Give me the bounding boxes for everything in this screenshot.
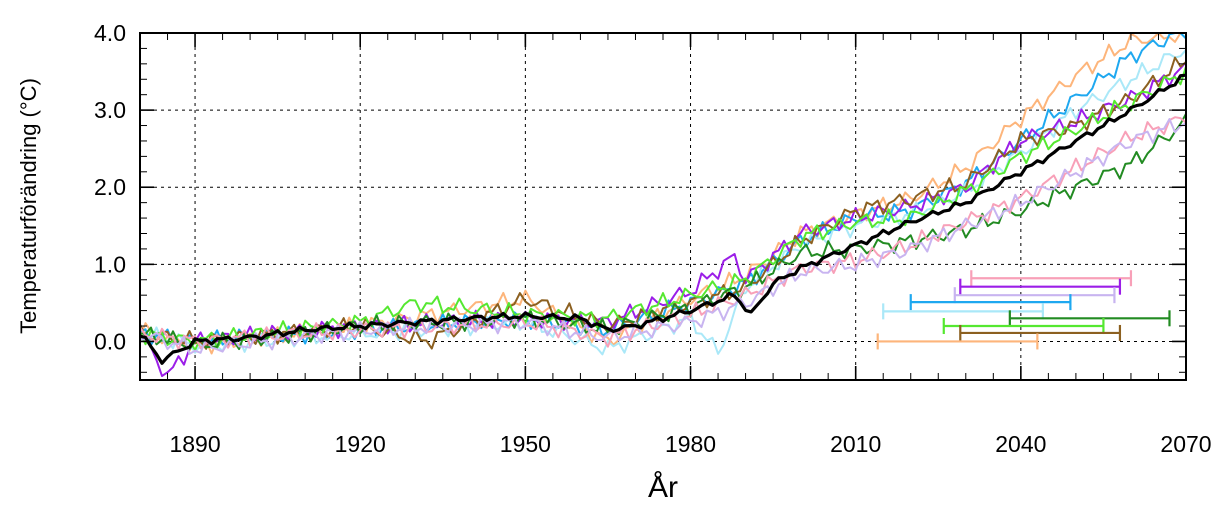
x-tick-label: 1950 <box>500 431 551 457</box>
y-tick-label: 1.0 <box>94 251 126 277</box>
y-tick-label: 2.0 <box>94 174 126 200</box>
y-axis-title: Temperaturförändring (°C) <box>16 78 41 334</box>
series-line <box>139 113 1187 351</box>
x-tick-label: 2070 <box>1160 431 1211 457</box>
x-axis-title: År <box>648 471 678 504</box>
y-tick-label: 3.0 <box>94 97 126 123</box>
x-tick-label: 1890 <box>169 431 220 457</box>
series-line <box>139 32 1187 350</box>
x-tick-labels: 1890 1920 1950 1980 2010 2040 2070 <box>169 431 1211 457</box>
y-tick-labels: 0.0 1.0 2.0 3.0 4.0 <box>94 20 126 354</box>
y-tick-label: 0.0 <box>94 328 126 354</box>
series-group <box>139 32 1187 377</box>
y-tick-label: 4.0 <box>94 20 126 46</box>
x-tick-label: 1980 <box>665 431 716 457</box>
x-tick-label: 1920 <box>335 431 386 457</box>
x-tick-label: 2010 <box>830 431 881 457</box>
plot-frame <box>139 32 1187 381</box>
range-bars <box>876 270 1171 350</box>
tick-marks <box>139 32 1187 380</box>
x-tick-label: 2040 <box>995 431 1046 457</box>
series-line <box>139 73 1187 365</box>
series-line <box>139 118 1187 355</box>
